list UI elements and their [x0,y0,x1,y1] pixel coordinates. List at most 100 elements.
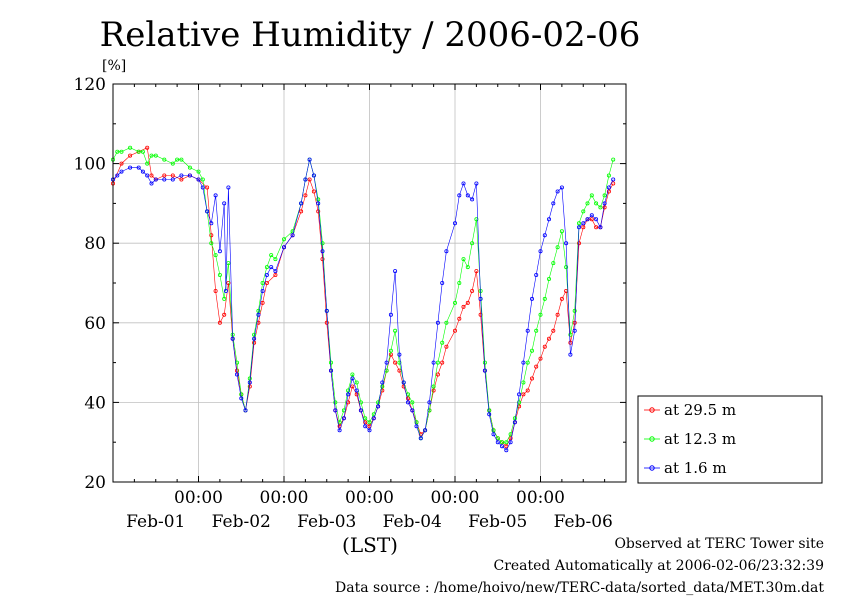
data-point [260,280,265,285]
legend-swatch-marker [649,407,655,413]
data-point [461,304,466,309]
data-point [222,201,227,206]
data-point [119,161,124,166]
data-point [264,272,269,277]
x-axis-label: (LST) [342,533,398,557]
data-point [200,185,205,190]
x-date-label: Feb-05 [468,512,527,532]
data-point [504,444,509,449]
data-point [470,288,475,293]
data-point [346,392,351,397]
data-point [572,308,577,313]
data-point [170,161,175,166]
data-point [239,392,244,397]
data-point [405,400,410,405]
data-point [376,400,381,405]
data-point [371,416,376,421]
data-point [380,380,385,385]
data-point [598,205,603,210]
data-point [256,308,261,313]
data-point [499,440,504,445]
data-point [470,241,475,246]
data-point [269,253,274,258]
data-point [247,380,252,385]
data-point [307,177,312,182]
data-point [290,233,295,238]
data-point [393,360,398,365]
data-point [320,241,325,246]
data-point [128,145,133,150]
data-point [153,153,158,158]
y-tick-label: 20 [84,473,106,493]
data-point [577,241,582,246]
data-point [440,340,445,345]
data-point [388,348,393,353]
data-point [320,257,325,262]
data-point [128,165,133,170]
data-point [401,380,406,385]
data-point [354,392,359,397]
data-point [149,153,154,158]
x-date-label: Feb-06 [554,512,613,532]
data-point [559,229,564,234]
data-point [508,440,513,445]
data-point [564,241,569,246]
data-point [303,177,308,182]
data-point [358,408,363,413]
data-point [542,344,547,349]
data-point [337,428,342,433]
data-point [200,177,205,182]
data-point [465,265,470,270]
data-point [470,197,475,202]
data-point [487,412,492,417]
data-point [594,217,599,222]
data-point [320,249,325,254]
data-point [260,288,265,293]
data-point [264,265,269,270]
data-point [281,237,286,242]
data-point [128,153,133,158]
data-point [525,388,530,393]
data-point [187,173,192,178]
data-point [435,372,440,377]
data-point [115,149,120,154]
x-hour-label: 00:00 [174,488,223,508]
data-point [517,392,522,397]
data-point [457,316,462,321]
data-point [205,185,210,190]
data-point [581,209,586,214]
data-point [534,364,539,369]
data-point [418,436,423,441]
legend-label: at 12.3 m [664,430,736,448]
data-point [222,312,227,317]
x-hour-label: 00:00 [345,488,394,508]
data-point [598,225,603,230]
data-point [350,384,355,389]
data-point [551,328,556,333]
data-point [140,169,145,174]
data-point [384,360,389,365]
data-series [111,145,616,453]
data-point [217,272,222,277]
data-point [482,360,487,365]
data-point [530,348,535,353]
data-point [410,408,415,413]
data-point [581,221,586,226]
legend-swatch-marker [649,436,655,442]
data-point [602,201,607,206]
data-point [444,344,449,349]
data-point [170,177,175,182]
data-point [559,296,564,301]
data-point [482,368,487,373]
data-point [530,376,535,381]
data-point [611,157,616,162]
data-point [572,328,577,333]
data-point [205,209,210,214]
data-point [162,177,167,182]
data-point [427,400,432,405]
legend-box [637,395,823,484]
data-point [252,336,257,341]
data-point [260,300,265,305]
data-point [299,209,304,214]
data-point [538,312,543,317]
